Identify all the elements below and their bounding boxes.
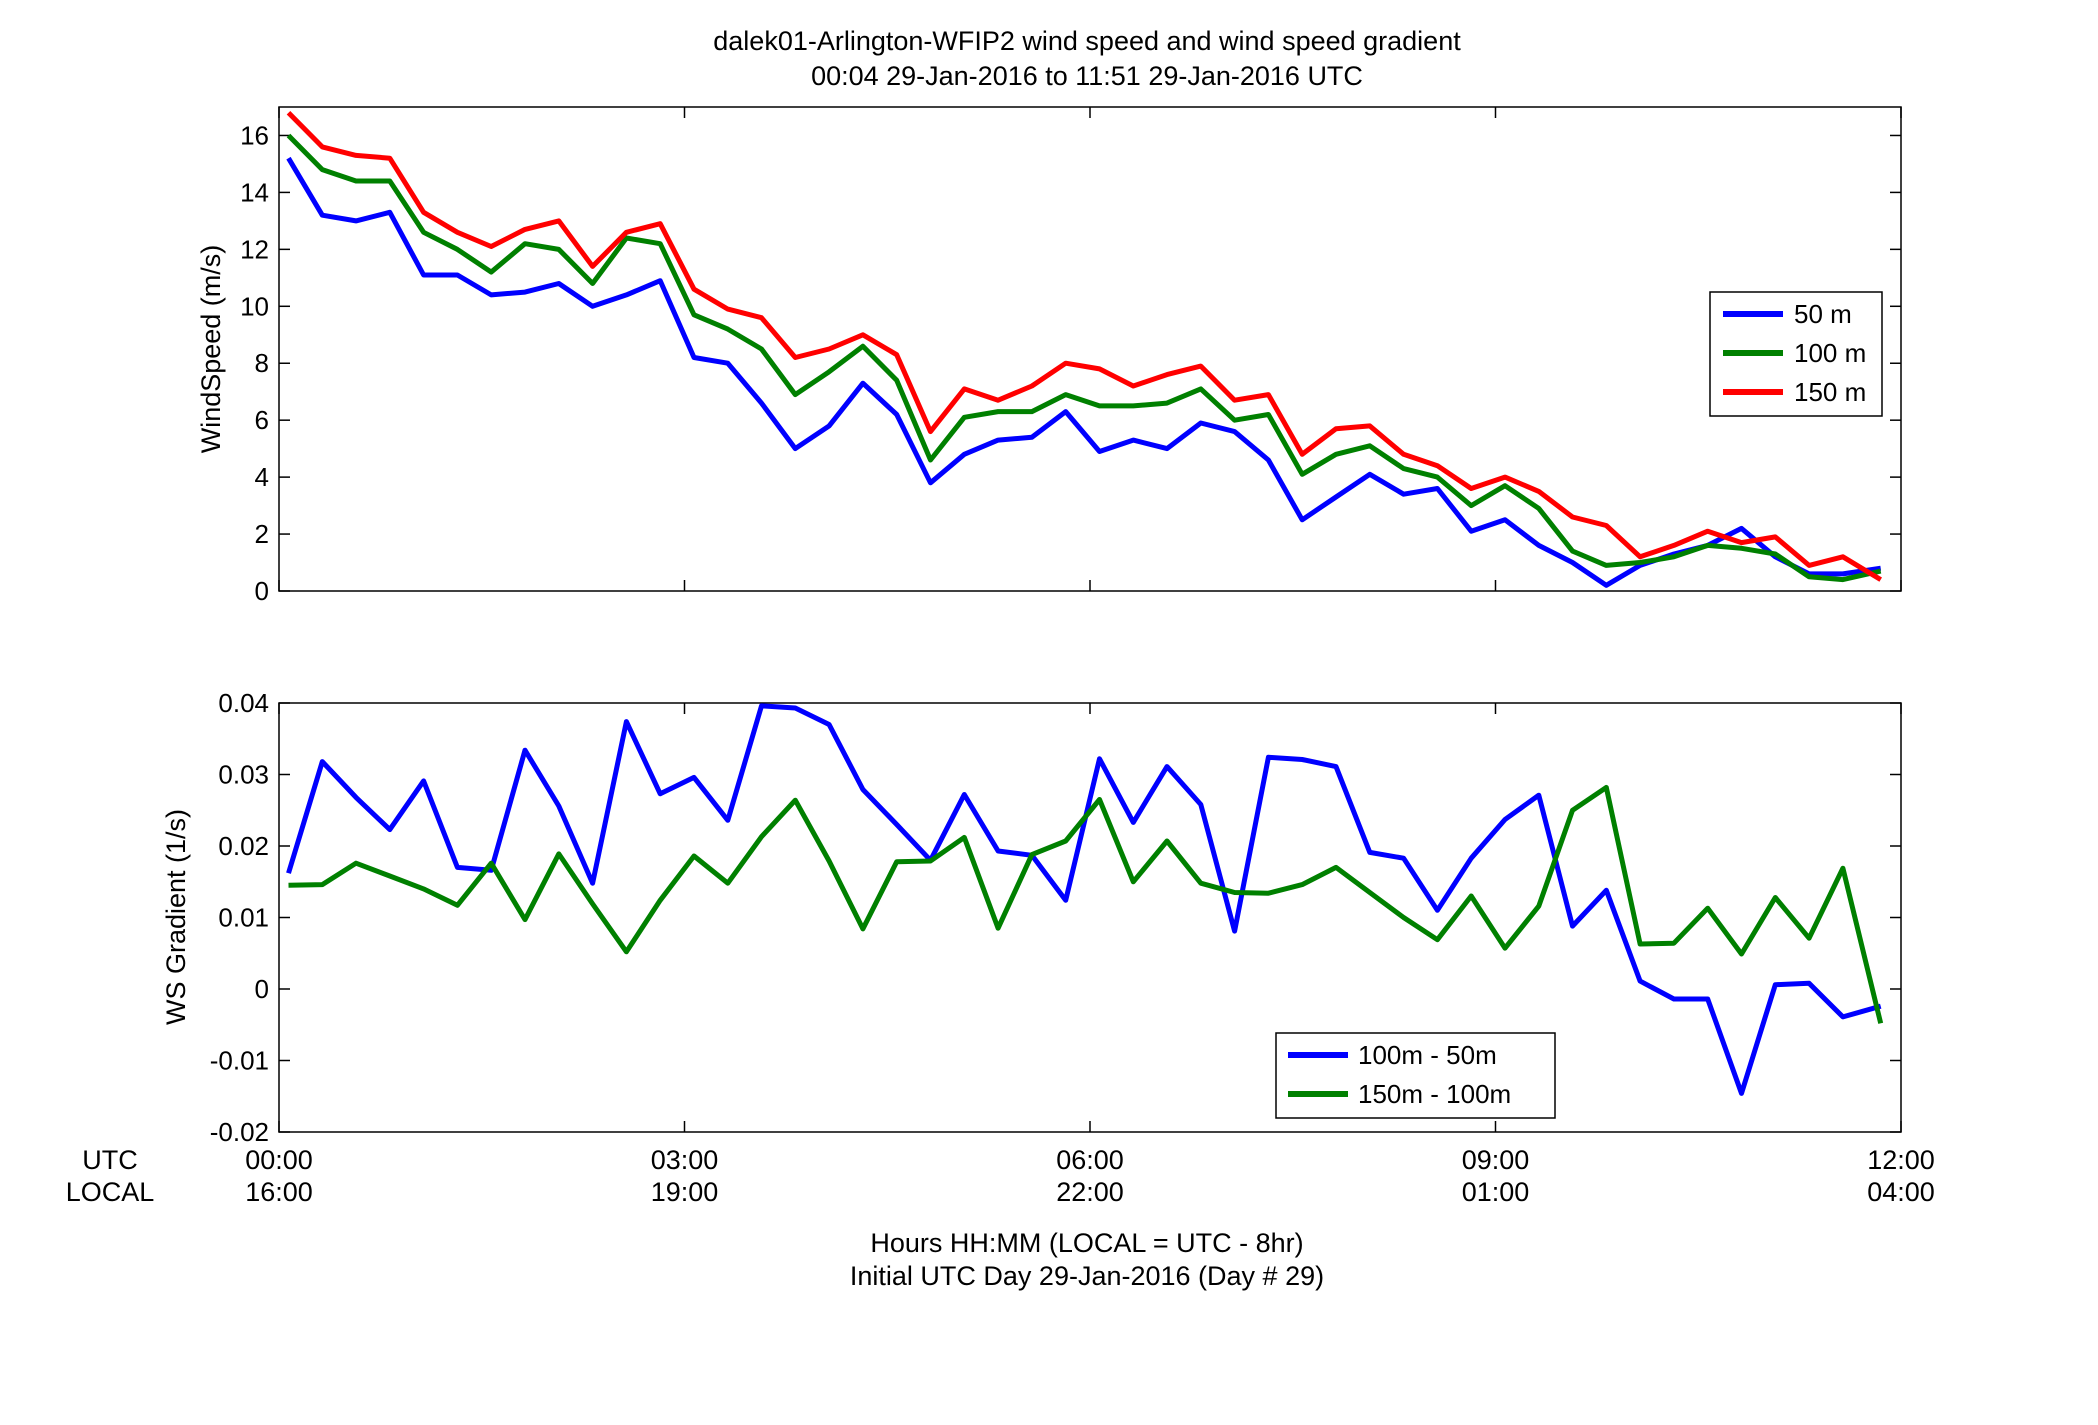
- gradient-y-tick-label: 0.01: [218, 903, 269, 933]
- gradient-y-tick-label: -0.01: [210, 1046, 269, 1076]
- gradient-legend-box: [1275, 1032, 1556, 1119]
- wind-speed-series-line-100-m: [286, 133, 1882, 583]
- wind-speed-x-ticks: [278, 107, 1902, 591]
- gradient-y-tick-label: 0.04: [218, 688, 269, 718]
- x-tick-label-local: 19:00: [651, 1177, 719, 1207]
- x-tick-label-local: 22:00: [1056, 1177, 1124, 1207]
- x-tick-label-utc: 09:00: [1462, 1145, 1530, 1175]
- wind-speed-y-tick-label: 6: [255, 405, 269, 435]
- legend-label-150m: 150 m: [1794, 377, 1866, 407]
- gradient-plot-area: [278, 702, 1902, 1133]
- x-tick-label-local: 01:00: [1462, 1177, 1530, 1207]
- wind-speed-y-tick-label: 14: [240, 177, 269, 207]
- wind-speed-series-line-50-m: [286, 156, 1882, 588]
- wind-speed-y-tick-label: 16: [240, 120, 269, 150]
- x-tick-label-utc: 06:00: [1056, 1145, 1124, 1175]
- legend-label-100m-50m: 100m - 50m: [1358, 1040, 1497, 1070]
- wind-speed-legend: 50 m 100 m 150 m: [1709, 291, 1883, 417]
- x-axis-label-line-2: Initial UTC Day 29-Jan-2016 (Day # 29): [850, 1261, 1324, 1291]
- local-row-label: LOCAL: [66, 1177, 155, 1207]
- wind-speed-y-ticks: 0 2 4 6 8 10 12 14 16: [240, 120, 1901, 606]
- utc-row-label: UTC: [82, 1145, 138, 1175]
- gradient-series-lines: [286, 703, 1884, 1096]
- chart-title-line-2: 00:04 29-Jan-2016 to 11:51 29-Jan-2016 U…: [811, 61, 1363, 91]
- wind-speed-y-tick-label: 0: [255, 576, 269, 606]
- gradient-y-tick-label: 0: [255, 974, 269, 1004]
- x-axis-label-line-1: Hours HH:MM (LOCAL = UTC - 8hr): [870, 1228, 1303, 1258]
- legend-label-50m: 50 m: [1794, 299, 1852, 329]
- gradient-y-tick-label: 0.02: [218, 831, 269, 861]
- x-tick-label-local: 16:00: [245, 1177, 313, 1207]
- wind-speed-y-tick-label: 2: [255, 519, 269, 549]
- x-tick-label-utc: 03:00: [651, 1145, 719, 1175]
- wind-speed-series-line-150-m: [286, 110, 1882, 582]
- wind-speed-y-axis-label: WindSpeed (m/s): [196, 245, 226, 454]
- wind-speed-plot-area: [278, 106, 1902, 592]
- wind-speed-series-lines: [286, 110, 1882, 588]
- gradient-x-ticks: [278, 703, 1902, 1132]
- legend-label-150m-100m: 150m - 100m: [1358, 1079, 1511, 1109]
- gradient-y-tick-label: -0.02: [210, 1117, 269, 1147]
- wind-speed-y-tick-label: 8: [255, 348, 269, 378]
- gradient-legend: 100m - 50m 150m - 100m: [1275, 1032, 1556, 1119]
- gradient-y-tick-label: 0.03: [218, 760, 269, 790]
- wind-speed-y-tick-label: 4: [255, 462, 269, 492]
- gradient-series-line-100m-50m: [286, 703, 1882, 1096]
- x-tick-label-local: 04:00: [1867, 1177, 1935, 1207]
- wind-speed-y-tick-label: 12: [240, 234, 269, 264]
- x-tick-label-utc: 00:00: [245, 1145, 313, 1175]
- gradient-y-axis-label: WS Gradient (1/s): [161, 809, 191, 1025]
- gradient-panel: -0.02 -0.01 0 0.01 0.02 0.03 0.04 WS Gradient …: [161, 688, 1902, 1147]
- gradient-series-line-150m-100m: [288, 784, 1884, 1024]
- gradient-y-ticks: -0.02 -0.01 0 0.01 0.02 0.03 0.04: [210, 688, 1901, 1147]
- wind-speed-y-tick-label: 10: [240, 291, 269, 321]
- chart-title-line-1: dalek01-Arlington-WFIP2 wind speed and w…: [713, 26, 1461, 56]
- x-tick-label-utc: 12:00: [1867, 1145, 1935, 1175]
- legend-label-100m: 100 m: [1794, 338, 1866, 368]
- wind-speed-panel: 0 2 4 6 8 10 12 14 16 WindSpeed (m/s) 50 m 100 m…: [196, 106, 1902, 606]
